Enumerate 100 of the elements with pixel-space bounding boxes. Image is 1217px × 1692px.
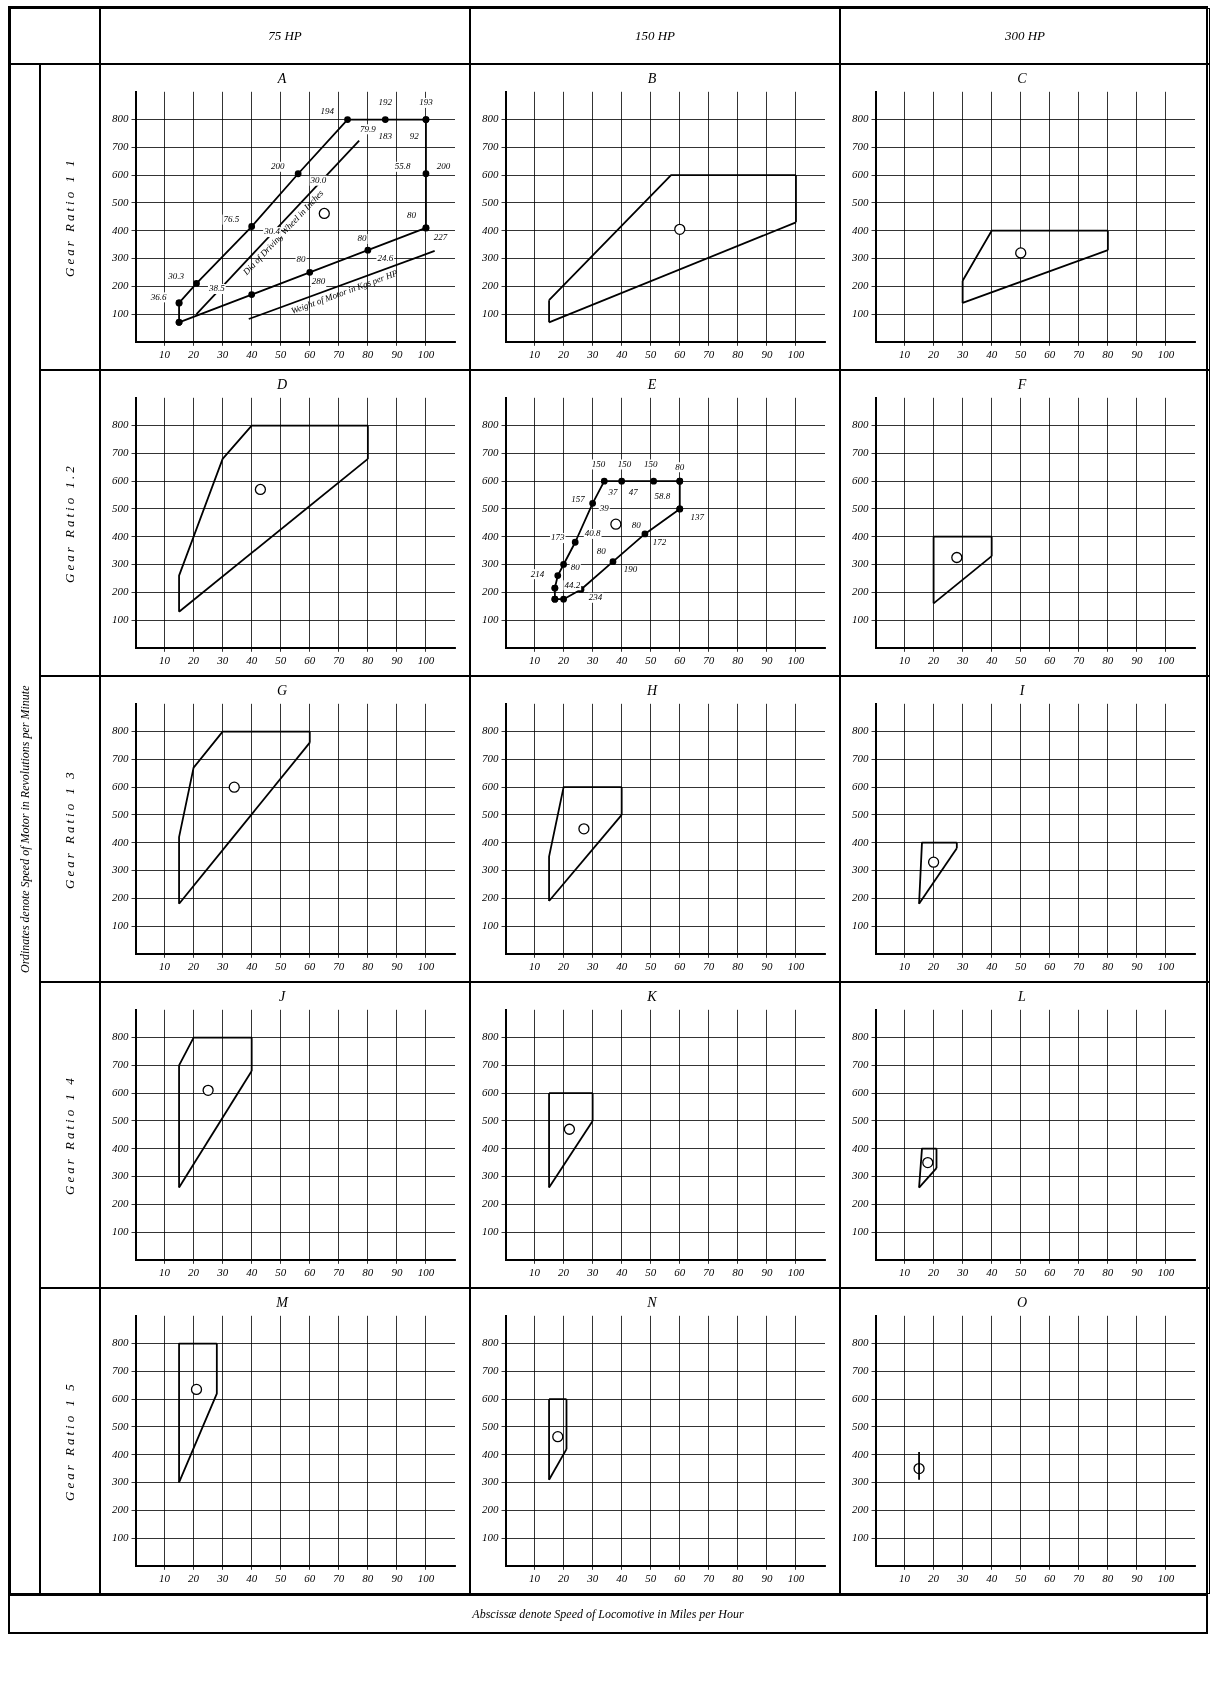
chart-title: O — [1016, 1295, 1028, 1311]
x-tick-label: 90 — [391, 1266, 403, 1279]
y-tick-label: 500 — [112, 195, 129, 208]
x-tick-label: 50 — [1015, 1266, 1027, 1279]
x-tick-label: 100 — [787, 348, 805, 361]
annotation: 58.8 — [654, 490, 671, 501]
chart-title: H — [645, 683, 658, 699]
y-tick-label: 400 — [852, 835, 869, 848]
y-tick-label: 500 — [112, 1419, 129, 1432]
x-tick-label: 80 — [362, 1572, 374, 1585]
y-tick-label: 800 — [482, 418, 499, 431]
x-tick-label: 50 — [1015, 960, 1027, 973]
y-tick-label: 100 — [852, 306, 869, 319]
y-tick-label: 700 — [112, 1364, 129, 1377]
annotation: 80 — [631, 519, 642, 530]
y-tick-label: 300 — [851, 557, 869, 570]
x-tick-label: 60 — [304, 1572, 316, 1585]
x-tick-label: 70 — [333, 960, 345, 973]
x-tick-label: 30 — [956, 654, 969, 667]
annotation: 200 — [436, 161, 451, 172]
x-tick-label: 10 — [159, 1572, 171, 1585]
x-tick-label: 40 — [616, 960, 628, 973]
y-tick-label: 100 — [482, 306, 499, 319]
annotation: 194 — [320, 105, 335, 116]
x-tick-label: 50 — [275, 1572, 287, 1585]
x-tick-label: 90 — [391, 960, 403, 973]
x-tick-label: 20 — [558, 348, 570, 361]
x-tick-label: 90 — [391, 1572, 403, 1585]
y-tick-label: 500 — [482, 501, 499, 514]
y-tick-label: 500 — [852, 807, 869, 820]
x-tick-label: 100 — [1157, 1266, 1175, 1279]
x-tick-label: 30 — [956, 348, 969, 361]
annotation: 30.0 — [309, 175, 327, 186]
x-tick-label: 70 — [703, 1572, 715, 1585]
x-tick-label: 40 — [986, 1266, 998, 1279]
x-tick-label: 10 — [529, 654, 541, 667]
y-tick-label: 500 — [852, 1419, 869, 1432]
x-tick-label: 30 — [586, 654, 599, 667]
y-tick-label: 500 — [482, 1113, 499, 1126]
x-tick-label: 80 — [732, 1572, 744, 1585]
y-tick-label: 600 — [112, 780, 129, 793]
y-tick-label: 600 — [852, 168, 869, 181]
x-tick-label: 80 — [732, 960, 744, 973]
y-tick-label: 600 — [482, 474, 499, 487]
annotation: 190 — [623, 564, 638, 575]
category-label: 300 HP — [840, 8, 1210, 64]
x-tick-label: 20 — [928, 960, 940, 973]
annotation: 80 — [570, 561, 581, 572]
x-tick-label: 100 — [1157, 1572, 1175, 1585]
y-tick-label: 400 — [112, 223, 129, 236]
x-tick-label: 100 — [417, 348, 435, 361]
y-tick-label: 400 — [482, 529, 499, 542]
x-tick-label: 40 — [986, 654, 998, 667]
annotation: 36.6 — [149, 291, 168, 302]
x-tick-label: 60 — [674, 960, 686, 973]
y-tick-label: 100 — [482, 1224, 499, 1237]
x-tick-label: 80 — [1102, 348, 1114, 361]
x-tick-label: 10 — [529, 960, 541, 973]
annotation: 150 — [591, 458, 606, 469]
y-tick-label: 800 — [112, 112, 129, 125]
annotation: 214 — [530, 568, 545, 579]
x-tick-label: 60 — [304, 348, 316, 361]
chart-title: N — [646, 1295, 658, 1311]
x-tick-label: 30 — [586, 1266, 599, 1279]
x-tick-label: 40 — [986, 1572, 998, 1585]
x-tick-label: 100 — [787, 960, 805, 973]
y-tick-label: 500 — [482, 1419, 499, 1432]
x-tick-label: 20 — [928, 654, 940, 667]
x-tick-label: 10 — [899, 348, 911, 361]
annotation: 80 — [675, 461, 685, 472]
x-tick-label: 20 — [558, 1572, 570, 1585]
y-tick-label: 400 — [852, 1141, 869, 1154]
x-tick-label: 50 — [645, 348, 657, 361]
x-tick-label: 50 — [275, 348, 287, 361]
x-tick-label: 70 — [1073, 654, 1085, 667]
y-tick-label: 700 — [852, 1364, 869, 1377]
x-tick-label: 100 — [1157, 960, 1175, 973]
y-tick-label: 500 — [482, 195, 499, 208]
annotation: 37 — [607, 486, 618, 497]
y-tick-label: 300 — [481, 1475, 499, 1488]
y-tick-label: 300 — [851, 1475, 869, 1488]
x-tick-label: 20 — [558, 654, 570, 667]
y-tick-label: 600 — [112, 1086, 129, 1099]
y-tick-label: 300 — [111, 1475, 129, 1488]
x-tick-label: 10 — [529, 1572, 541, 1585]
annotation: 173 — [551, 532, 566, 543]
y-tick-label: 400 — [112, 835, 129, 848]
chart-title: G — [276, 683, 288, 699]
y-tick-label: 200 — [852, 279, 869, 292]
x-tick-label: 90 — [391, 348, 403, 361]
x-tick-label: 80 — [732, 348, 744, 361]
annotation: 38.5 — [207, 283, 226, 294]
annotation: 80 — [406, 209, 417, 220]
x-tick-label: 50 — [645, 1266, 657, 1279]
annotation: 92 — [409, 130, 420, 141]
x-tick-label: 90 — [391, 654, 403, 667]
x-tick-label: 100 — [417, 654, 435, 667]
y-tick-label: 100 — [482, 918, 499, 931]
y-tick-label: 200 — [852, 1503, 869, 1516]
x-tick-label: 10 — [159, 960, 171, 973]
